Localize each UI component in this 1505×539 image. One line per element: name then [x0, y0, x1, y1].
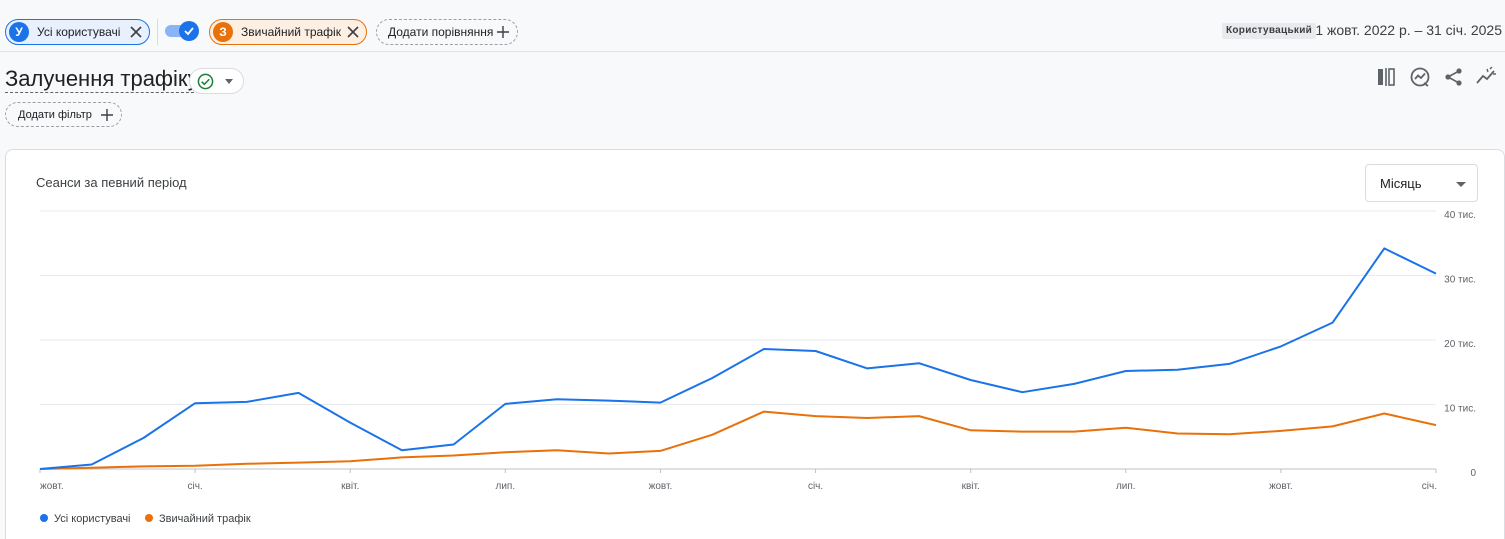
add-filter-button[interactable]: Додати фільтр	[5, 102, 122, 127]
date-range-picker[interactable]: 1 жовт. 2022 р. – 31 січ. 2025	[1315, 22, 1502, 38]
page-title: Залучення трафіку	[5, 66, 199, 93]
report-status-dropdown[interactable]	[189, 68, 244, 94]
chevron-down-icon	[225, 79, 233, 84]
date-preset-badge: Користувацький	[1222, 23, 1317, 39]
chip-label: Усі користувачі	[37, 25, 121, 39]
period-select[interactable]: Місяць	[1365, 164, 1478, 202]
chip-badge: З	[213, 22, 233, 42]
close-icon[interactable]	[346, 25, 360, 39]
close-icon[interactable]	[129, 25, 143, 39]
insights-icon[interactable]	[1409, 66, 1431, 88]
check-circle-icon	[197, 73, 214, 90]
check-icon	[179, 21, 199, 41]
divider	[157, 19, 158, 45]
add-comparison-button[interactable]: Додати порівняння	[376, 19, 518, 45]
top-bar: У Усі користувачі З Звичайний трафік Дод…	[0, 0, 1505, 52]
chip-label: Звичайний трафік	[241, 25, 341, 39]
chart-card: Сеанси за певний період Місяць	[5, 149, 1505, 539]
add-comparison-label: Додати порівняння	[388, 25, 494, 39]
trend-icon[interactable]	[1475, 66, 1497, 88]
add-filter-label: Додати фільтр	[18, 108, 92, 121]
chevron-down-icon	[1456, 182, 1466, 187]
plus-icon	[497, 26, 509, 38]
compare-columns-icon[interactable]	[1375, 66, 1397, 88]
period-value: Місяць	[1380, 175, 1422, 191]
comparison-chip-all-users[interactable]: У Усі користувачі	[5, 19, 150, 45]
comparison-toggle[interactable]	[165, 20, 201, 42]
plus-icon	[101, 109, 113, 121]
chart-title: Сеанси за певний період	[36, 175, 187, 190]
share-icon[interactable]	[1443, 66, 1465, 88]
chip-badge: У	[9, 22, 29, 42]
comparison-chip-organic-traffic[interactable]: З Звичайний трафік	[209, 19, 367, 45]
